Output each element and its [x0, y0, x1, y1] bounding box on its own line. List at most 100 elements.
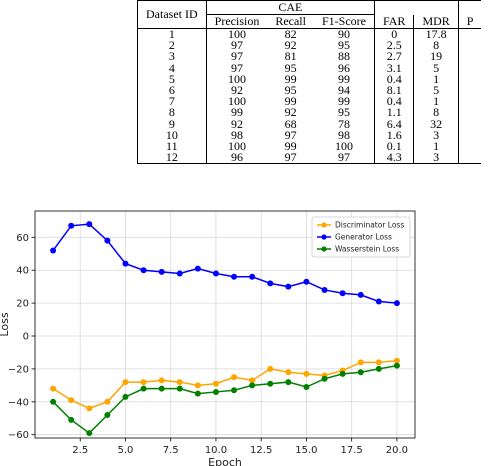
table-cell: 8 [137, 106, 207, 119]
table-cell: 17.8 [413, 28, 459, 41]
table-cell: 100 [205, 28, 268, 41]
data-point [176, 270, 183, 277]
data-point [158, 377, 165, 384]
table-cell [457, 141, 482, 153]
table-cell: 1 [413, 140, 459, 153]
table-cell: 99 [284, 139, 297, 154]
table-cell: 97 [284, 127, 297, 142]
data-point [68, 397, 75, 404]
table-cell: 11 [137, 140, 207, 153]
table-cell [457, 107, 482, 119]
data-point [375, 359, 382, 366]
table-cell: 82 [284, 27, 297, 41]
table-cell: 68 [284, 116, 297, 131]
data-point [176, 385, 183, 392]
table-cell: 92 [205, 84, 268, 97]
y-tick-label: 60 [16, 233, 29, 244]
table-cell: 99 [337, 94, 350, 109]
table-cell [457, 51, 482, 63]
table-row: 4 97 95 96 3.1 5 [137, 60, 482, 75]
data-point [285, 379, 292, 386]
x-tick-label: 12.5 [250, 445, 272, 456]
table-cell [457, 129, 482, 142]
table-cell: 5 [137, 73, 207, 86]
table-cell: 97 [313, 151, 375, 165]
data-point [86, 430, 93, 437]
data-point [212, 388, 219, 395]
table-cell: 100 [334, 139, 353, 154]
table-row: 10 98 97 98 1.6 3 [137, 127, 482, 142]
x-tick-label: 7.5 [163, 445, 179, 456]
table-cell: 6.4 [373, 118, 414, 130]
table-row: 3 97 81 88 2.7 19 [137, 50, 482, 63]
header-col-precision: Precision [205, 14, 268, 29]
table-cell: 99 [284, 94, 297, 109]
table-cell: 0.1 [373, 140, 414, 153]
results-table: Dataset ID CAE Precision Recall F1-Score FAR M… [137, 0, 482, 165]
table-cell: 0.4 [373, 95, 414, 108]
table-cell: 100 [205, 73, 268, 86]
table-cell: 98 [337, 127, 350, 142]
table-cell: 99 [205, 106, 268, 119]
data-point [104, 398, 111, 405]
data-point [303, 278, 310, 285]
data-point [212, 270, 219, 277]
table-cell: 95 [284, 83, 297, 98]
table-cell: 95 [337, 105, 350, 120]
legend-entry: Generator Loss [335, 233, 392, 242]
data-point [231, 374, 238, 381]
y-axis-label: Loss [0, 312, 11, 336]
legend-marker [321, 246, 327, 252]
data-point [86, 221, 93, 228]
data-point [357, 369, 364, 376]
data-point [267, 365, 274, 372]
series-line [52, 223, 397, 304]
table-row: 11 100 99 100 0.1 1 [137, 139, 482, 154]
data-point [194, 382, 201, 389]
data-point [140, 385, 147, 392]
table-cell: 4.3 [373, 151, 414, 165]
data-point [375, 365, 382, 372]
data-point [86, 405, 93, 412]
header-col-far: FAR [373, 14, 414, 29]
data-point [122, 379, 129, 386]
data-point [158, 268, 165, 275]
x-tick-label: 20.0 [386, 445, 408, 456]
table-row: 5 100 99 99 0.4 1 [137, 73, 482, 86]
table-cell: 100 [205, 95, 268, 108]
table-row: 7 100 99 99 0.4 1 [137, 94, 482, 109]
loss-chart: 2.5 5.0 7.5 10.0 12.5 15.0 17.5 20.0 −60 −40 −20 0 2… [0, 210, 416, 466]
table-row: 8 99 92 95 1.1 8 [137, 105, 482, 120]
data-point [339, 290, 346, 297]
data-point [50, 385, 57, 392]
table-cell: 95 [284, 60, 297, 75]
table-cell [457, 62, 482, 74]
table-cell: 5 [413, 61, 459, 74]
x-tick-label: 5.0 [118, 445, 134, 456]
table-cell: 96 [337, 60, 350, 75]
data-point [321, 286, 328, 293]
series-line [52, 359, 397, 410]
table-cell [457, 118, 482, 130]
data-point [158, 385, 165, 392]
table-row: 12 96 97 97 4.3 3 [137, 151, 482, 165]
x-tick-label: 10.0 [205, 445, 227, 456]
header-spacer [373, 0, 459, 15]
data-point [68, 222, 75, 229]
table-cell: 97 [205, 50, 268, 63]
data-point [321, 375, 328, 382]
data-point [140, 267, 147, 274]
table-cell: 10 [137, 129, 207, 142]
data-point [249, 273, 256, 280]
data-point [339, 370, 346, 377]
table-cell: 96 [205, 151, 268, 165]
table-cell: 1.1 [373, 106, 414, 119]
table-cell: 6 [137, 84, 207, 97]
data-point [212, 380, 219, 387]
legend-marker [321, 222, 327, 228]
x-tick-label: 17.5 [341, 445, 363, 456]
data-point [50, 247, 57, 254]
header-group-cae: CAE [205, 0, 375, 15]
table-cell: 2.5 [373, 39, 414, 52]
table-cell: 78 [337, 116, 350, 131]
